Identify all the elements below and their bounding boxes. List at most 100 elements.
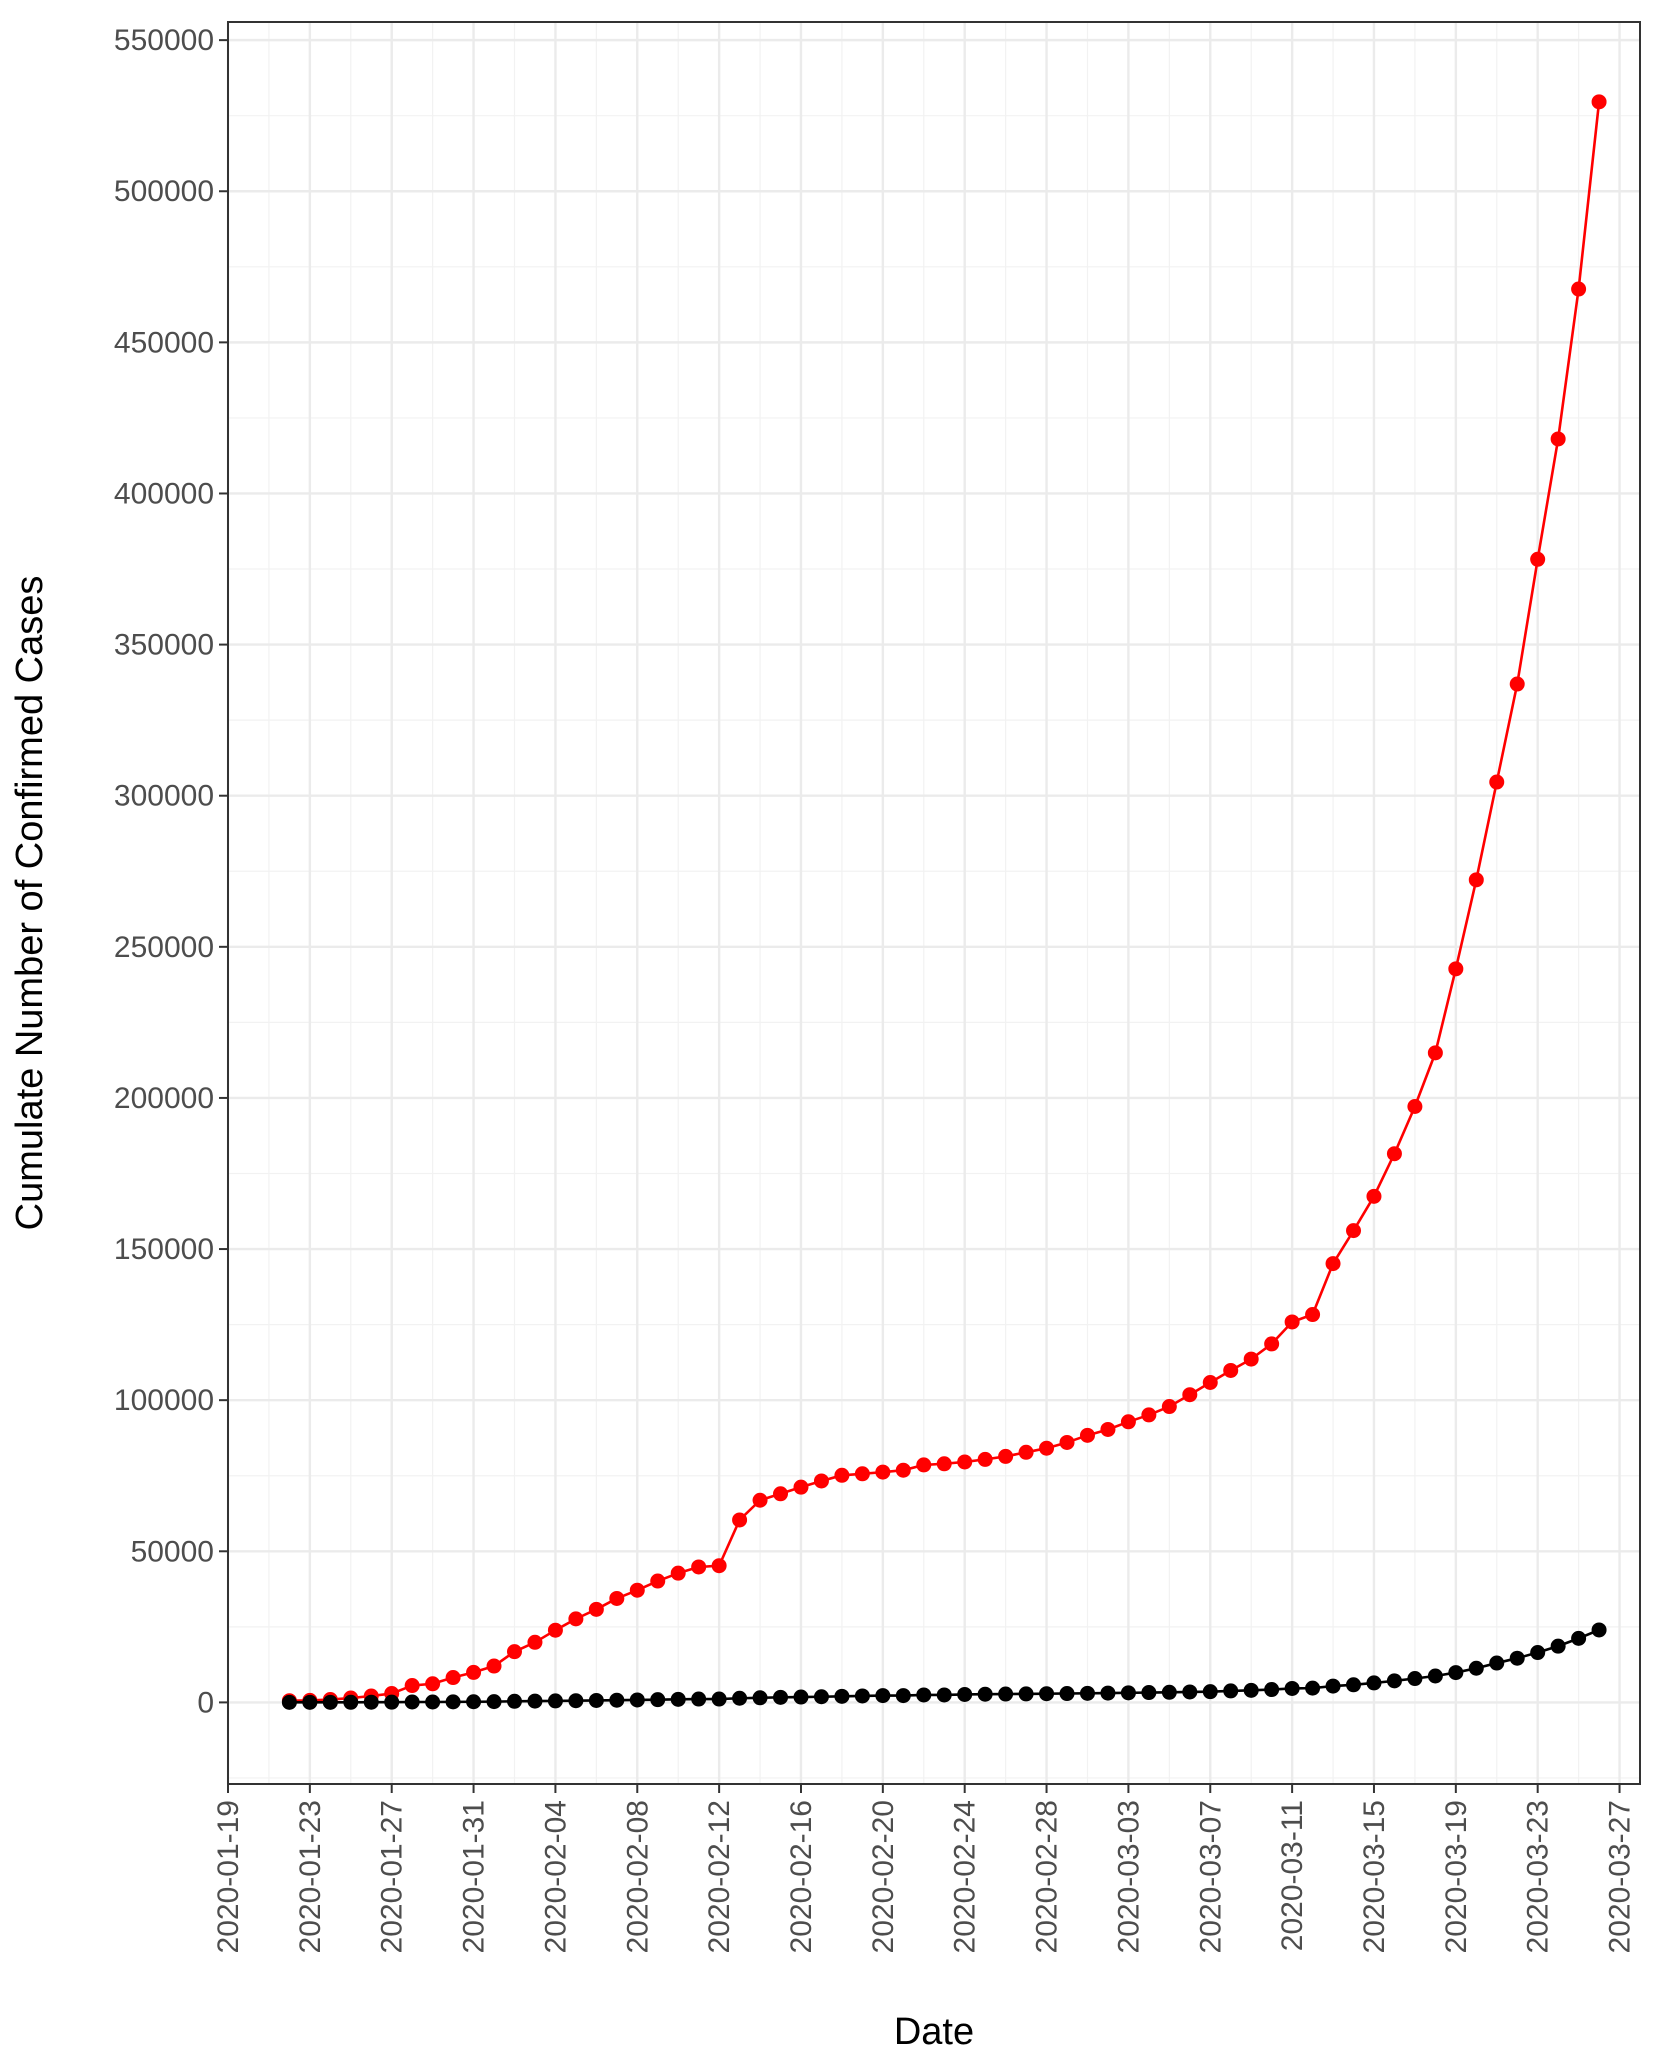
data-point [302, 1694, 318, 1710]
data-point [1591, 94, 1607, 110]
data-point [588, 1601, 604, 1617]
x-tick-label: 2020-01-31 [458, 1800, 491, 1953]
data-point [670, 1691, 686, 1707]
data-point [691, 1559, 707, 1575]
data-point [629, 1582, 645, 1598]
y-tick-label: 400000 [114, 477, 214, 510]
data-point [793, 1479, 809, 1495]
data-point [1141, 1685, 1157, 1701]
data-point [466, 1664, 482, 1680]
data-point [1427, 1668, 1443, 1684]
data-point [773, 1486, 789, 1502]
data-point [957, 1686, 973, 1702]
x-tick-label: 2020-02-08 [621, 1800, 654, 1953]
data-point [875, 1688, 891, 1704]
data-point [957, 1454, 973, 1470]
major-gridlines [226, 22, 1640, 1784]
data-point [1264, 1336, 1280, 1352]
data-point [1571, 1630, 1587, 1646]
data-point [1018, 1686, 1034, 1702]
data-point [609, 1590, 625, 1606]
x-tick-label: 2020-02-20 [867, 1800, 900, 1953]
data-point [486, 1658, 502, 1674]
data-point [281, 1694, 297, 1710]
data-point [854, 1688, 870, 1704]
data-point [875, 1464, 891, 1480]
data-point [998, 1448, 1014, 1464]
data-point [322, 1694, 338, 1710]
data-point [1120, 1685, 1136, 1701]
data-point [1509, 676, 1525, 692]
y-tick-label: 150000 [114, 1233, 214, 1266]
x-tick-label: 2020-03-11 [1276, 1800, 1309, 1951]
y-tick-label: 100000 [114, 1384, 214, 1417]
data-point [568, 1611, 584, 1627]
data-point [466, 1694, 482, 1710]
y-tick-label: 350000 [114, 629, 214, 662]
data-point [1407, 1099, 1423, 1114]
data-point [1202, 1684, 1218, 1700]
data-point [1039, 1686, 1055, 1702]
data-point [1161, 1684, 1177, 1700]
data-point [404, 1678, 420, 1694]
data-point [895, 1688, 911, 1704]
data-point [1530, 1645, 1546, 1661]
data-point [1346, 1677, 1362, 1693]
data-point [691, 1691, 707, 1707]
data-point [916, 1457, 932, 1473]
data-point [1305, 1680, 1321, 1696]
y-tick-label: 450000 [114, 326, 214, 359]
x-tick-label: 2020-02-12 [703, 1800, 736, 1953]
data-point [732, 1512, 748, 1528]
data-point [834, 1688, 850, 1704]
x-tick-label: 2020-01-19 [212, 1800, 245, 1953]
x-tick-label: 2020-01-23 [294, 1800, 327, 1953]
data-point [1468, 872, 1484, 888]
data-point [650, 1692, 666, 1708]
y-tick-label: 550000 [114, 24, 214, 57]
data-point [1530, 551, 1546, 567]
data-point [506, 1644, 522, 1660]
x-tick-label: 2020-02-24 [949, 1800, 982, 1953]
data-point [363, 1694, 379, 1710]
data-point [1591, 1622, 1607, 1638]
y-axis-title: Cumulate Number of Confirmed Cases [9, 576, 51, 1231]
data-point [1366, 1188, 1382, 1204]
data-point [547, 1693, 563, 1709]
y-tick-label: 300000 [114, 780, 214, 813]
data-point [1120, 1414, 1136, 1430]
data-point [650, 1573, 666, 1589]
data-point [670, 1565, 686, 1581]
data-point [1448, 1665, 1464, 1681]
data-point [1325, 1678, 1341, 1694]
data-point [1346, 1223, 1362, 1239]
x-tick-label: 2020-01-27 [376, 1800, 409, 1953]
data-point [936, 1687, 952, 1703]
data-point [343, 1694, 359, 1710]
data-point [1284, 1314, 1300, 1330]
data-point [1509, 1650, 1525, 1666]
series-layer [281, 94, 1607, 1710]
data-point [445, 1694, 461, 1710]
data-point [854, 1466, 870, 1482]
data-point [486, 1694, 502, 1710]
x-tick-label: 2020-03-07 [1194, 1800, 1227, 1953]
data-point [404, 1694, 420, 1710]
data-point [1141, 1407, 1157, 1423]
data-point [813, 1473, 829, 1489]
data-point [1223, 1362, 1239, 1378]
data-point [588, 1692, 604, 1708]
y-tick-label: 50000 [131, 1535, 214, 1568]
data-point [1161, 1399, 1177, 1415]
data-point [1427, 1045, 1443, 1061]
data-point [1100, 1421, 1116, 1437]
data-point [916, 1687, 932, 1703]
y-tick-label: 0 [197, 1686, 214, 1719]
data-point [1489, 774, 1505, 790]
data-point [568, 1693, 584, 1709]
data-point [1059, 1434, 1075, 1450]
data-point [1243, 1682, 1259, 1698]
data-point [1448, 961, 1464, 977]
